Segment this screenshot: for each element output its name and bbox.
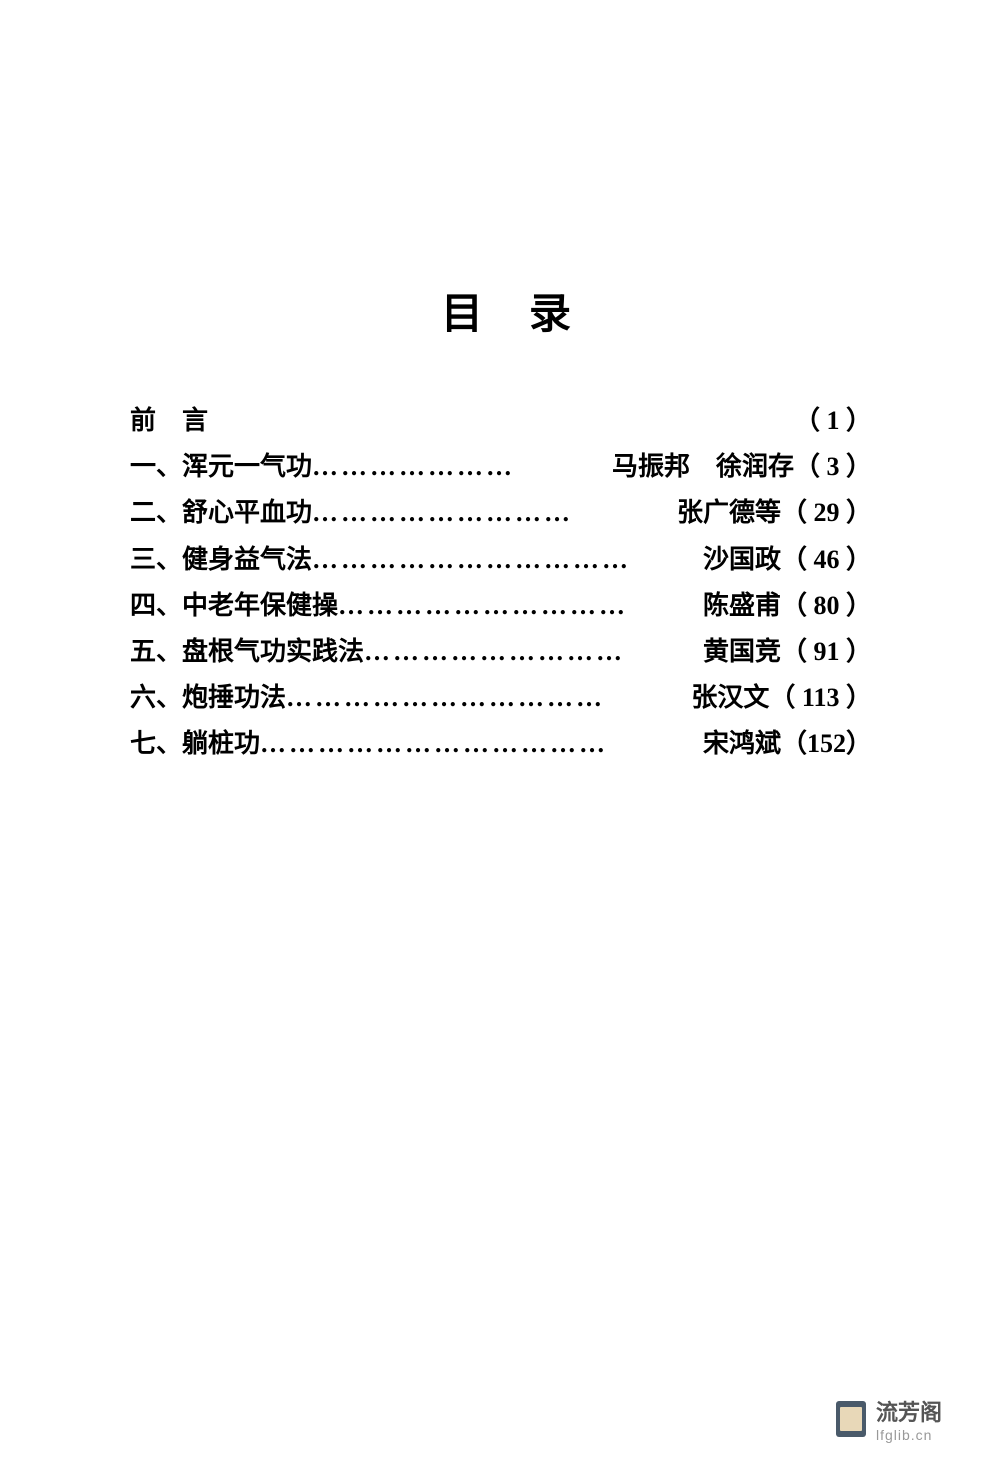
toc-entry: 一、浑元一气功 ………………… 马振邦 徐润存 （ 3 ） [130, 445, 872, 489]
toc-entry-page: （ 29 ） [781, 491, 872, 535]
toc-entry-label: 一、浑元一气功 [130, 445, 312, 489]
toc-entry-page: （ 113 ） [769, 676, 872, 720]
toc-entry-dots: ………………… [312, 445, 612, 489]
toc-entry-page: （ 3 ） [794, 445, 872, 489]
toc-entry-author: 沙国政 [703, 538, 781, 582]
footer-watermark: 流芳阁 lfglib.cn [836, 1395, 942, 1443]
toc-entry-author: 张汉文 [691, 676, 769, 720]
toc-entry-label: 六、炮捶功法 [130, 676, 286, 720]
toc-entry-dots: ………………………… [338, 584, 703, 628]
toc-title: 目录 [140, 280, 872, 341]
footer-logo-icon [836, 1401, 866, 1437]
toc-entry-author: 马振邦 徐润存 [612, 445, 794, 489]
footer-site-url: lfglib.cn [876, 1427, 942, 1443]
toc-entry: 四、中老年保健操 ………………………… 陈盛甫 （ 80 ） [130, 584, 872, 628]
document-page: 目录 前 言 （ 1 ） 一、浑元一气功 ………………… 马振邦 徐润存 （ 3… [0, 0, 1002, 1481]
toc-entry: 三、健身益气法 …………………………… 沙国政 （ 46 ） [130, 538, 872, 582]
toc-entry-label: 二、舒心平血功 [130, 491, 312, 535]
toc-entry-author: 张广德等 [677, 491, 781, 535]
toc-entry: 六、炮捶功法 …………………………… 张汉文 （ 113 ） [130, 676, 872, 720]
toc-entry-label: 前 言 [130, 399, 208, 443]
toc-entry-label: 三、健身益气法 [130, 538, 312, 582]
toc-entry-page: （ 46 ） [781, 538, 872, 582]
toc-entry-author: 黄国竞 [703, 630, 781, 674]
toc-entry-label: 七、躺桩功 [130, 722, 260, 766]
toc-entry-page: （152） [781, 722, 872, 766]
toc-entry-author: 宋鸿斌 [703, 722, 781, 766]
toc-entry-label: 五、盘根气功实践法 [130, 630, 364, 674]
toc-entry: 前 言 （ 1 ） [130, 399, 872, 443]
toc-entry-dots: …………………………… [312, 538, 703, 582]
toc-entry-author: 陈盛甫 [703, 584, 781, 628]
toc-entry: 二、舒心平血功 ……………………… 张广德等 （ 29 ） [130, 491, 872, 535]
toc-entry-dots: ……………………… [364, 630, 703, 674]
toc-entry-dots: ……………………… [312, 491, 677, 535]
toc-entry: 七、躺桩功 ……………………………… 宋鸿斌 （152） [130, 722, 872, 766]
toc-list: 前 言 （ 1 ） 一、浑元一气功 ………………… 马振邦 徐润存 （ 3 ） … [130, 399, 872, 767]
toc-entry-page: （ 1 ） [794, 399, 872, 443]
toc-entry-page: （ 91 ） [781, 630, 872, 674]
footer-text: 流芳阁 lfglib.cn [876, 1395, 942, 1443]
toc-entry-label: 四、中老年保健操 [130, 584, 338, 628]
toc-entry-dots: ……………………………… [260, 722, 703, 766]
footer-site-name: 流芳阁 [876, 1395, 942, 1427]
toc-entry: 五、盘根气功实践法 ……………………… 黄国竞 （ 91 ） [130, 630, 872, 674]
toc-entry-page: （ 80 ） [781, 584, 872, 628]
toc-entry-dots: …………………………… [286, 676, 691, 720]
